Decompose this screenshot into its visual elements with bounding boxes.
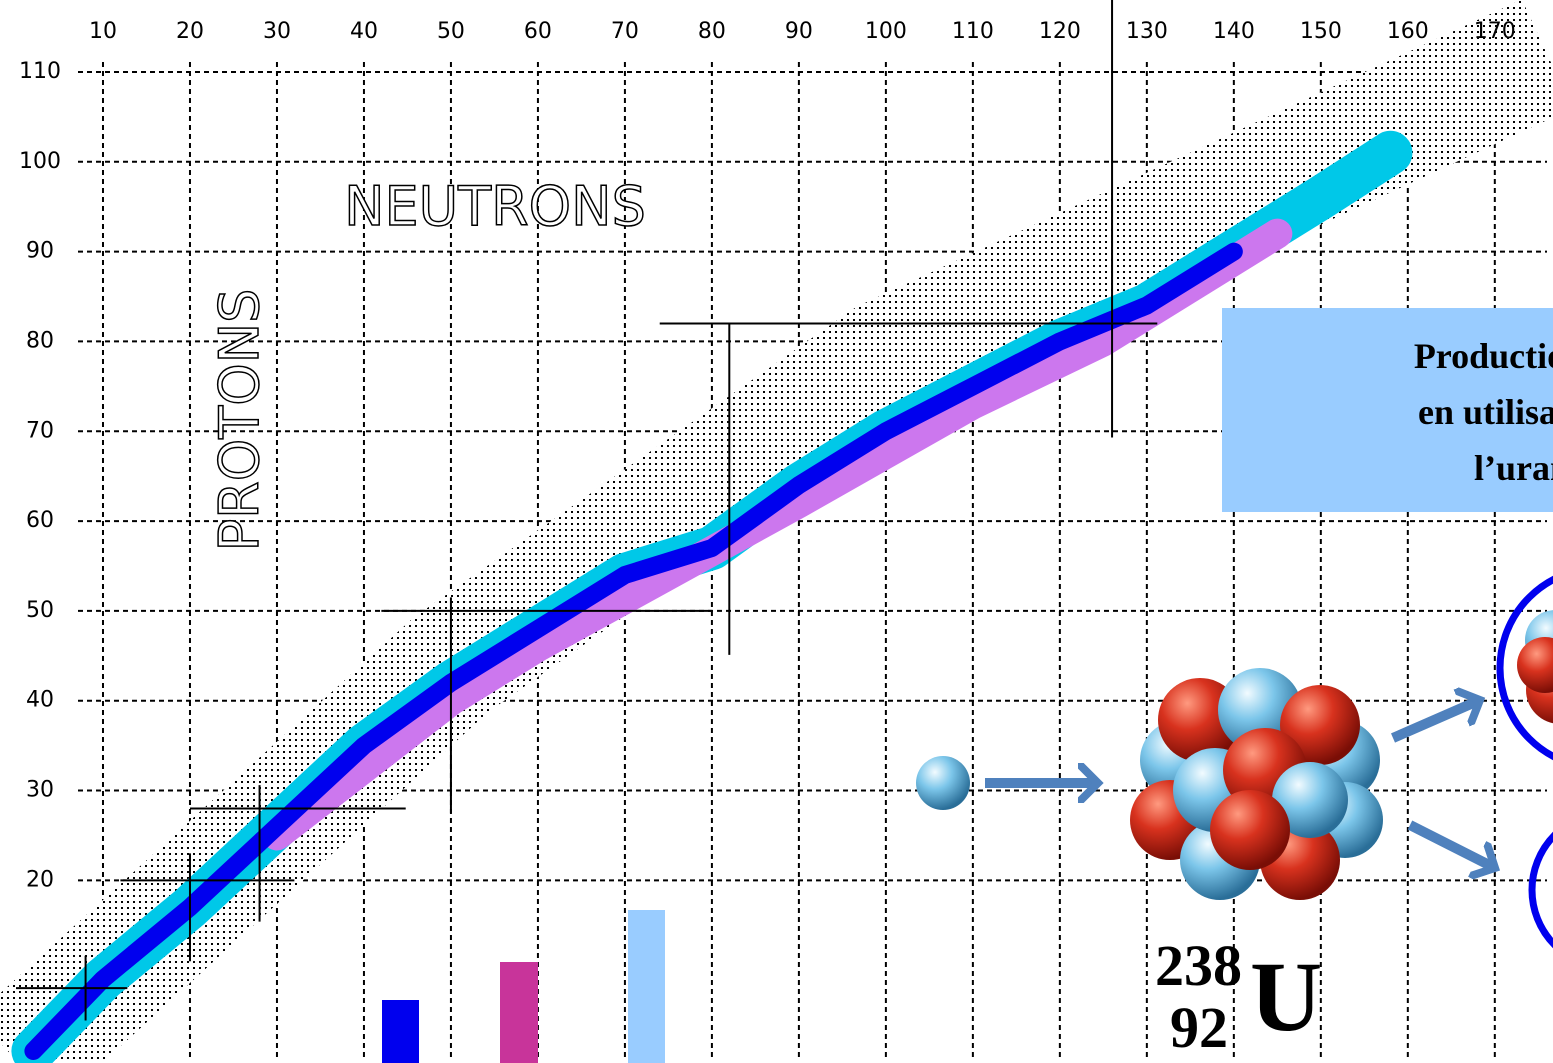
x-tick-label: 10 bbox=[89, 19, 117, 44]
atomic-number: 92 bbox=[1170, 995, 1228, 1060]
x-tick-label: 170 bbox=[1474, 19, 1516, 44]
x-tick-label: 20 bbox=[176, 19, 204, 44]
key-swatch bbox=[628, 910, 665, 1063]
x-tick-label: 40 bbox=[350, 19, 378, 44]
text-box: Production en en utilisant la l’uran bbox=[1222, 308, 1553, 512]
y-tick-label: 100 bbox=[19, 149, 61, 174]
x-tick-label: 90 bbox=[785, 19, 813, 44]
y-tick-label: 90 bbox=[26, 239, 54, 264]
x-tick-label: 130 bbox=[1126, 19, 1168, 44]
key-swatch bbox=[382, 1000, 419, 1063]
arrow bbox=[1407, 820, 1495, 868]
x-tick-label: 50 bbox=[437, 19, 465, 44]
mass-number: 238 bbox=[1155, 933, 1242, 998]
y-tick-label: 30 bbox=[26, 778, 54, 803]
y-tick-label: 20 bbox=[26, 867, 54, 892]
color-key bbox=[382, 910, 665, 1063]
element-symbol: U bbox=[1250, 941, 1322, 1052]
neutron bbox=[916, 756, 970, 810]
x-tick-label: 150 bbox=[1300, 19, 1342, 44]
fission-diagram bbox=[916, 575, 1553, 949]
x-tick-label: 140 bbox=[1213, 19, 1255, 44]
x-tick-label: 110 bbox=[952, 19, 994, 44]
y-tick-label: 70 bbox=[26, 418, 54, 443]
y-axis-label: PROTONS bbox=[208, 289, 271, 552]
box-text: Production bbox=[1413, 336, 1553, 376]
x-tick-label: 160 bbox=[1387, 19, 1429, 44]
x-tick-label: 60 bbox=[524, 19, 552, 44]
key-swatch bbox=[500, 962, 538, 1063]
x-tick-label: 80 bbox=[698, 19, 726, 44]
x-tick-label: 120 bbox=[1039, 19, 1081, 44]
x-tick-label: 30 bbox=[263, 19, 291, 44]
y-tick-label: 60 bbox=[26, 508, 54, 533]
fragment-ring bbox=[1528, 831, 1553, 949]
x-tick-label: 70 bbox=[611, 19, 639, 44]
arrow bbox=[1390, 700, 1480, 743]
x-axis-label: NEUTRONS bbox=[344, 175, 646, 238]
box-line: l’uran bbox=[1473, 448, 1553, 488]
y-tick-label: 80 bbox=[26, 328, 54, 353]
box-line: en utilisant la bbox=[1417, 392, 1553, 432]
fragment-ring bbox=[1496, 575, 1553, 761]
y-tick-label: 110 bbox=[19, 59, 61, 84]
uranium-nucleus bbox=[1130, 668, 1383, 900]
y-tick-label: 40 bbox=[26, 688, 54, 713]
box-line: Production en bbox=[1222, 328, 1553, 384]
x-tick-label: 100 bbox=[865, 19, 907, 44]
y-tick-label: 50 bbox=[26, 598, 54, 623]
